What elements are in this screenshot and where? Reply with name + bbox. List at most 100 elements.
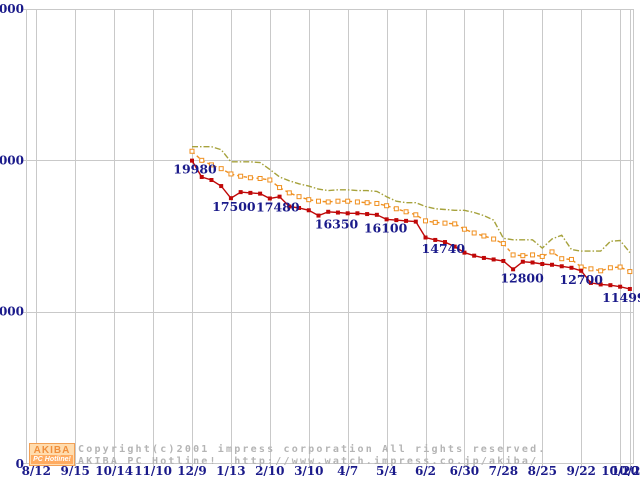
average-price-marker [598,268,604,274]
x-axis-label: 10/27 [611,464,640,478]
price-annotation: 17500 [212,199,256,214]
x-axis-labels: 8/12 9/15 10/14 11/10 12/9 1/13 2/10 3/10 4/7 5/4… [22,464,640,478]
average-price-marker [481,233,487,239]
lowest-price-marker [559,264,564,269]
x-axis-label: 8/12 [22,464,51,478]
average-price-marker [423,218,429,224]
lowest-price-marker [267,196,272,201]
lowest-price-marker [394,218,399,223]
lowest-price-marker [433,237,438,242]
lowest-price-marker [452,244,457,249]
lowest-price-marker [345,211,350,216]
average-price-marker [238,173,244,179]
average-price-marker [189,148,195,154]
price-annotation: 11499 [602,290,640,305]
price-annotation: 17480 [256,200,300,215]
price-annotation: 16350 [315,217,359,232]
average-price-marker [461,226,467,232]
average-price-marker [617,264,623,270]
lowest-price-marker [569,265,574,270]
average-price-marker [296,194,302,200]
lowest-price-marker [481,255,486,260]
lowest-price-marker [199,174,204,179]
average-price-marker [607,265,613,271]
price-annotation: 19980 [173,162,217,177]
lowest-price-marker [404,218,409,223]
lowest-price-marker [472,253,477,258]
lowest-price-marker [228,196,233,201]
lowest-price-marker [355,211,360,216]
average-price-marker [315,198,321,204]
average-price-marker [218,166,224,172]
lowest-price-marker [365,212,370,217]
x-axis-label: 2/10 [255,464,284,478]
x-axis-label: 6/2 [415,464,436,478]
average-price-marker [588,266,594,272]
x-axis-label: 6/30 [450,464,479,478]
series-lowest-price [190,158,632,291]
average-price-marker [325,199,331,205]
average-price-marker [354,199,360,205]
average-price-marker [228,171,234,177]
lowest-price-marker [511,267,516,272]
average-price-marker [267,177,273,183]
average-price-marker [452,221,458,227]
average-price-marker [530,252,536,258]
average-price-marker [306,197,312,203]
lowest-price-marker [579,268,584,273]
lowest-price-marker [248,190,253,195]
lowest-price-line [191,160,631,290]
x-axis-label: 3/10 [294,464,323,478]
lowest-price-marker [588,280,593,285]
lowest-price-marker [335,210,340,215]
lowest-price-marker [413,219,418,224]
average-price-marker [374,200,380,206]
lowest-price-marker [550,262,555,267]
lowest-price-marker [618,284,623,289]
average-price-marker [257,175,263,181]
lowest-price-marker [209,178,214,183]
lowest-price-marker [627,286,632,291]
average-price-marker [442,220,448,226]
average-price-marker [549,249,555,255]
price-annotation: 16100 [364,220,408,235]
average-price-marker [364,200,370,206]
lowest-price-marker [501,258,506,263]
lowest-price-marker [306,208,311,213]
x-axis-label: 5/4 [376,464,397,478]
lowest-price-marker [462,250,467,255]
x-axis-label: 7/28 [489,464,518,478]
gridlines [21,9,633,468]
lowest-price-marker [520,259,525,264]
lowest-price-marker [238,190,243,195]
average-price-marker [277,185,283,191]
lowest-price-marker [258,191,263,196]
average-price-marker [500,241,506,247]
price-annotation: 14740 [422,241,466,256]
x-axis-label: 10/14 [95,464,133,478]
lowest-price-marker [598,282,603,287]
y-axis-label: 0 [16,457,24,471]
price-annotation: 12700 [559,272,603,287]
average-price-marker [199,157,205,163]
lowest-price-marker [540,261,545,266]
average-price-marker [578,264,584,270]
average-price-marker [471,230,477,236]
average-price-marker [432,219,438,225]
price-annotation: 12800 [500,270,544,285]
lowest-price-marker [384,217,389,222]
average-price-marker [627,269,633,275]
lowest-price-marker [423,235,428,240]
y-axis-label: 30000 [0,2,24,16]
lowest-price-marker [374,212,379,217]
x-axis-label: 9/15 [60,464,89,478]
lowest-price-marker [219,184,224,189]
average-price-marker [384,203,390,209]
average-price-marker [413,212,419,218]
average-price-marker [568,256,574,262]
average-price-marker [335,198,341,204]
